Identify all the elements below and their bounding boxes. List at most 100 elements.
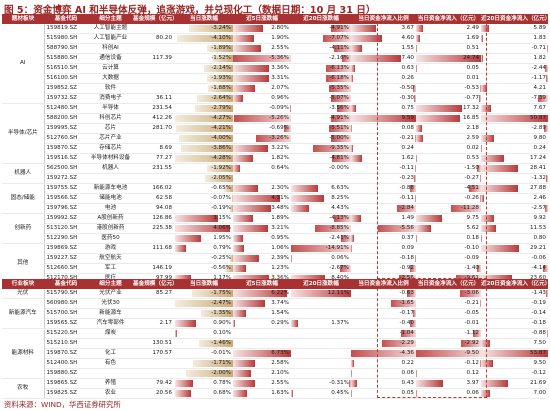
cell-value: -1.40 xyxy=(464,265,479,271)
value-bar xyxy=(351,35,383,42)
cell-value: 0.78% xyxy=(213,380,231,386)
cell-value: -4.21% xyxy=(211,125,231,131)
value-bar xyxy=(198,340,233,347)
cell-m1 xyxy=(291,173,351,184)
cell-m1: -0.31% xyxy=(291,378,351,389)
cell-fa: 2.59 xyxy=(416,133,481,144)
cell-m1 xyxy=(291,358,351,369)
cell-value: 16.85 xyxy=(462,115,479,121)
theme-etf-table: 题材板块 基金代码 细分主题 基金规模（亿元） 当日涨跌幅 近5日涨跌幅 近20… xyxy=(2,14,548,284)
value-bar xyxy=(233,215,254,222)
cell-w1 xyxy=(233,173,291,184)
value-bar xyxy=(416,135,423,142)
value-bar xyxy=(233,320,236,327)
cell-value: 17.32 xyxy=(462,105,479,111)
sub-theme: 电池 xyxy=(88,203,133,214)
cell-d1: 0.10% xyxy=(175,328,233,339)
value-bar xyxy=(206,165,233,172)
cell-fa: 0.51 xyxy=(416,43,481,54)
cell-fp: -0.21 xyxy=(351,133,416,144)
cell-f20: 1.83 xyxy=(481,33,548,44)
cell-value: -4.91% xyxy=(329,115,349,121)
value-bar xyxy=(326,75,351,82)
cell-f20: -0.71 xyxy=(481,43,548,54)
value-bar xyxy=(233,85,256,92)
cell-m1 xyxy=(291,348,351,359)
cell-value: -4.27% xyxy=(211,115,231,121)
cell-value: -0.88 xyxy=(531,330,546,336)
cell-value: 4.60 xyxy=(401,35,414,41)
cell-value: 9.80 xyxy=(533,135,546,141)
cell-w1: 3.21% xyxy=(233,223,291,234)
cell-value: 1.17% xyxy=(213,275,231,281)
table-row: 159227.SZ 航空航天 -0.25% 2.39% 0.06% -0.18 -0.09 -… xyxy=(2,253,548,264)
sub-theme: 光伏30 xyxy=(88,298,133,309)
cell-fp: 1.49 xyxy=(351,213,416,224)
value-bar xyxy=(290,105,291,112)
value-bar xyxy=(481,215,495,222)
value-bar xyxy=(546,75,548,82)
cell-fp: 0.63 xyxy=(351,63,416,74)
cell-fp: 3.67 xyxy=(351,24,416,34)
value-bar xyxy=(351,370,352,377)
value-bar xyxy=(330,135,351,142)
cell-m1: 8.40% xyxy=(291,273,351,284)
cell-fa: -1.40 xyxy=(416,263,481,274)
cell-m1 xyxy=(291,308,351,319)
value-bar xyxy=(233,265,247,272)
fund-code: 159227.SZ xyxy=(44,253,88,264)
cell-value: 9.59 xyxy=(401,115,414,121)
cell-w1: -3.26% xyxy=(233,133,291,144)
fund-size xyxy=(133,133,175,144)
fund-code: 588790.SH xyxy=(44,43,88,54)
value-bar xyxy=(544,65,548,72)
header-sub: 细分主题 xyxy=(88,279,133,289)
value-bar xyxy=(481,350,548,357)
value-bar xyxy=(175,235,202,242)
value-bar xyxy=(481,225,497,232)
figure-title: 图 5：资金博弈 AI 和半导体反弹，追涨游戏，并兑现化工（数据日期：10 月 … xyxy=(4,5,376,16)
cell-fa: -0.21 xyxy=(416,298,481,309)
value-bar xyxy=(233,380,255,387)
cell-f20: 21.69 xyxy=(481,378,548,389)
group-label: 半导体/芯片 xyxy=(2,103,45,164)
cell-f20: -1.32 xyxy=(481,173,548,184)
value-bar xyxy=(326,65,351,72)
fund-code: 159852.SZ xyxy=(44,83,88,94)
fund-size xyxy=(133,358,175,369)
cell-fa: -0.10 xyxy=(416,243,481,254)
cell-fa: -0.53 xyxy=(416,83,481,94)
value-bar xyxy=(406,290,416,297)
cell-d1: -1.93% xyxy=(175,73,233,84)
value-bar xyxy=(177,35,233,42)
cell-value: 0.10% xyxy=(213,330,231,336)
cell-fa: -0.12 xyxy=(416,358,481,369)
value-bar xyxy=(175,155,233,162)
cell-fa: 24.74 xyxy=(416,53,481,64)
cell-fa: -9.61 xyxy=(416,273,481,284)
fund-size: 80.20 xyxy=(133,33,175,44)
cell-fp: 4.60 xyxy=(351,33,416,44)
fund-code: 159869.SZ xyxy=(44,243,88,254)
table-row: 515980.SH 人工智能产业 80.20 -4.10% 1.90% -7.07% 4.6… xyxy=(2,33,548,44)
cell-value: 0.26 xyxy=(401,75,414,81)
value-bar xyxy=(413,310,416,317)
cell-value: 3.21% xyxy=(271,225,289,231)
cell-w1: 3.48% xyxy=(233,203,291,214)
cell-value: -5.36% xyxy=(269,55,289,61)
cell-value: 6.63% xyxy=(331,185,349,191)
cell-f20: -1.17 xyxy=(481,73,548,84)
table-row: 515210.SH 130.51 -1.46% -2.29 -2.92 7.50 xyxy=(2,338,548,349)
cell-fp: -0.92 xyxy=(351,263,416,274)
cell-d1: -1.89% xyxy=(175,43,233,54)
cell-value: -0.19% xyxy=(211,205,231,211)
table-row: 光伏 515790.SH 光伏产业 85.27 -1.75% 6.22% 12.11% -0.… xyxy=(2,289,548,299)
table-row: 512660.SH 军工 146.19 -0.56% 1.23% -2.67% -0.92 -… xyxy=(2,263,548,274)
value-bar xyxy=(233,205,271,212)
sub-theme: 大数据 xyxy=(88,73,133,84)
header-sector: 题材板块 xyxy=(2,14,44,24)
cell-fa: 0.18 xyxy=(416,233,481,244)
cell-value: -0.26 xyxy=(464,195,479,201)
cell-fa: 0.02 xyxy=(416,143,481,154)
value-bar xyxy=(410,320,416,327)
